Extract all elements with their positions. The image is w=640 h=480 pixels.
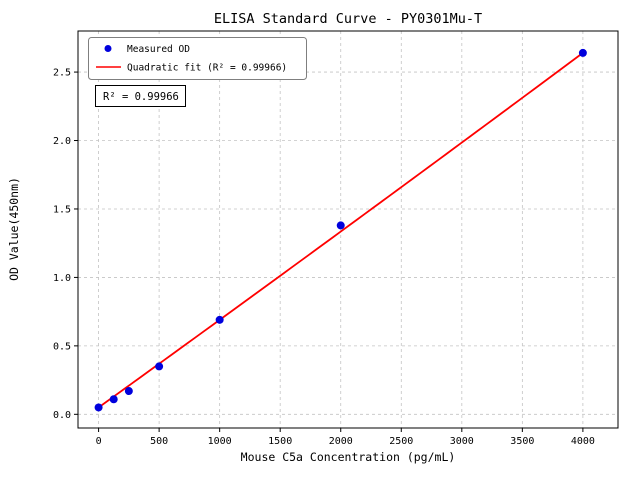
x-tick-label: 1000 (208, 436, 232, 447)
annotation-box (95, 85, 186, 107)
legend-marker-measured-od-icon (104, 45, 112, 52)
y-tick-label: 0.0 (53, 410, 71, 421)
y-tick-label: 1.0 (53, 273, 71, 284)
x-tick-label: 4000 (571, 436, 595, 447)
x-tick-label: 2500 (389, 436, 413, 447)
legend-label-quadratic-fit: Quadratic fit (R² = 0.99966) (127, 63, 287, 74)
scatter-point (336, 221, 345, 230)
legend: Measured OD Quadratic fit (R² = 0.99966) (88, 37, 307, 80)
grid-lines (78, 31, 618, 428)
data-series (94, 48, 587, 412)
scatter-point (124, 387, 133, 396)
plot-border (77, 30, 619, 429)
x-tick-label: 3000 (450, 436, 474, 447)
annotation-text: R² = 0.99966 (103, 91, 179, 103)
scatter-point (94, 403, 103, 412)
scatter-point (109, 395, 118, 404)
chart-title: ELISA Standard Curve - PY0301Mu-T (214, 11, 482, 27)
scatter-point (578, 48, 587, 57)
y-axis-label: OD Value(450nm) (7, 177, 21, 281)
y-tick-label: 2.0 (53, 136, 71, 147)
x-tick-label: 1500 (268, 436, 292, 447)
legend-label-measured-od: Measured OD (127, 44, 190, 55)
r-squared-annotation: R² = 0.99966 (95, 85, 186, 107)
x-axis-label: Mouse C5a Concentration (pg/mL) (241, 450, 456, 464)
y-tick-label: 0.5 (53, 341, 71, 352)
axis-ticks: 0 500 1000 1500 2000 2500 3000 3500 4000 0.0 0.5 1.… (53, 68, 595, 447)
y-tick-label: 2.5 (53, 68, 71, 79)
quadratic-fit-line (98, 52, 584, 409)
legend-box (88, 37, 307, 80)
x-tick-label: 2000 (329, 436, 353, 447)
x-tick-label: 3500 (510, 436, 534, 447)
scatter-point (155, 362, 164, 371)
x-tick-label: 500 (150, 436, 168, 447)
scatter-point (215, 315, 224, 324)
x-tick-label: 0 (96, 436, 102, 447)
y-tick-label: 1.5 (53, 204, 71, 215)
